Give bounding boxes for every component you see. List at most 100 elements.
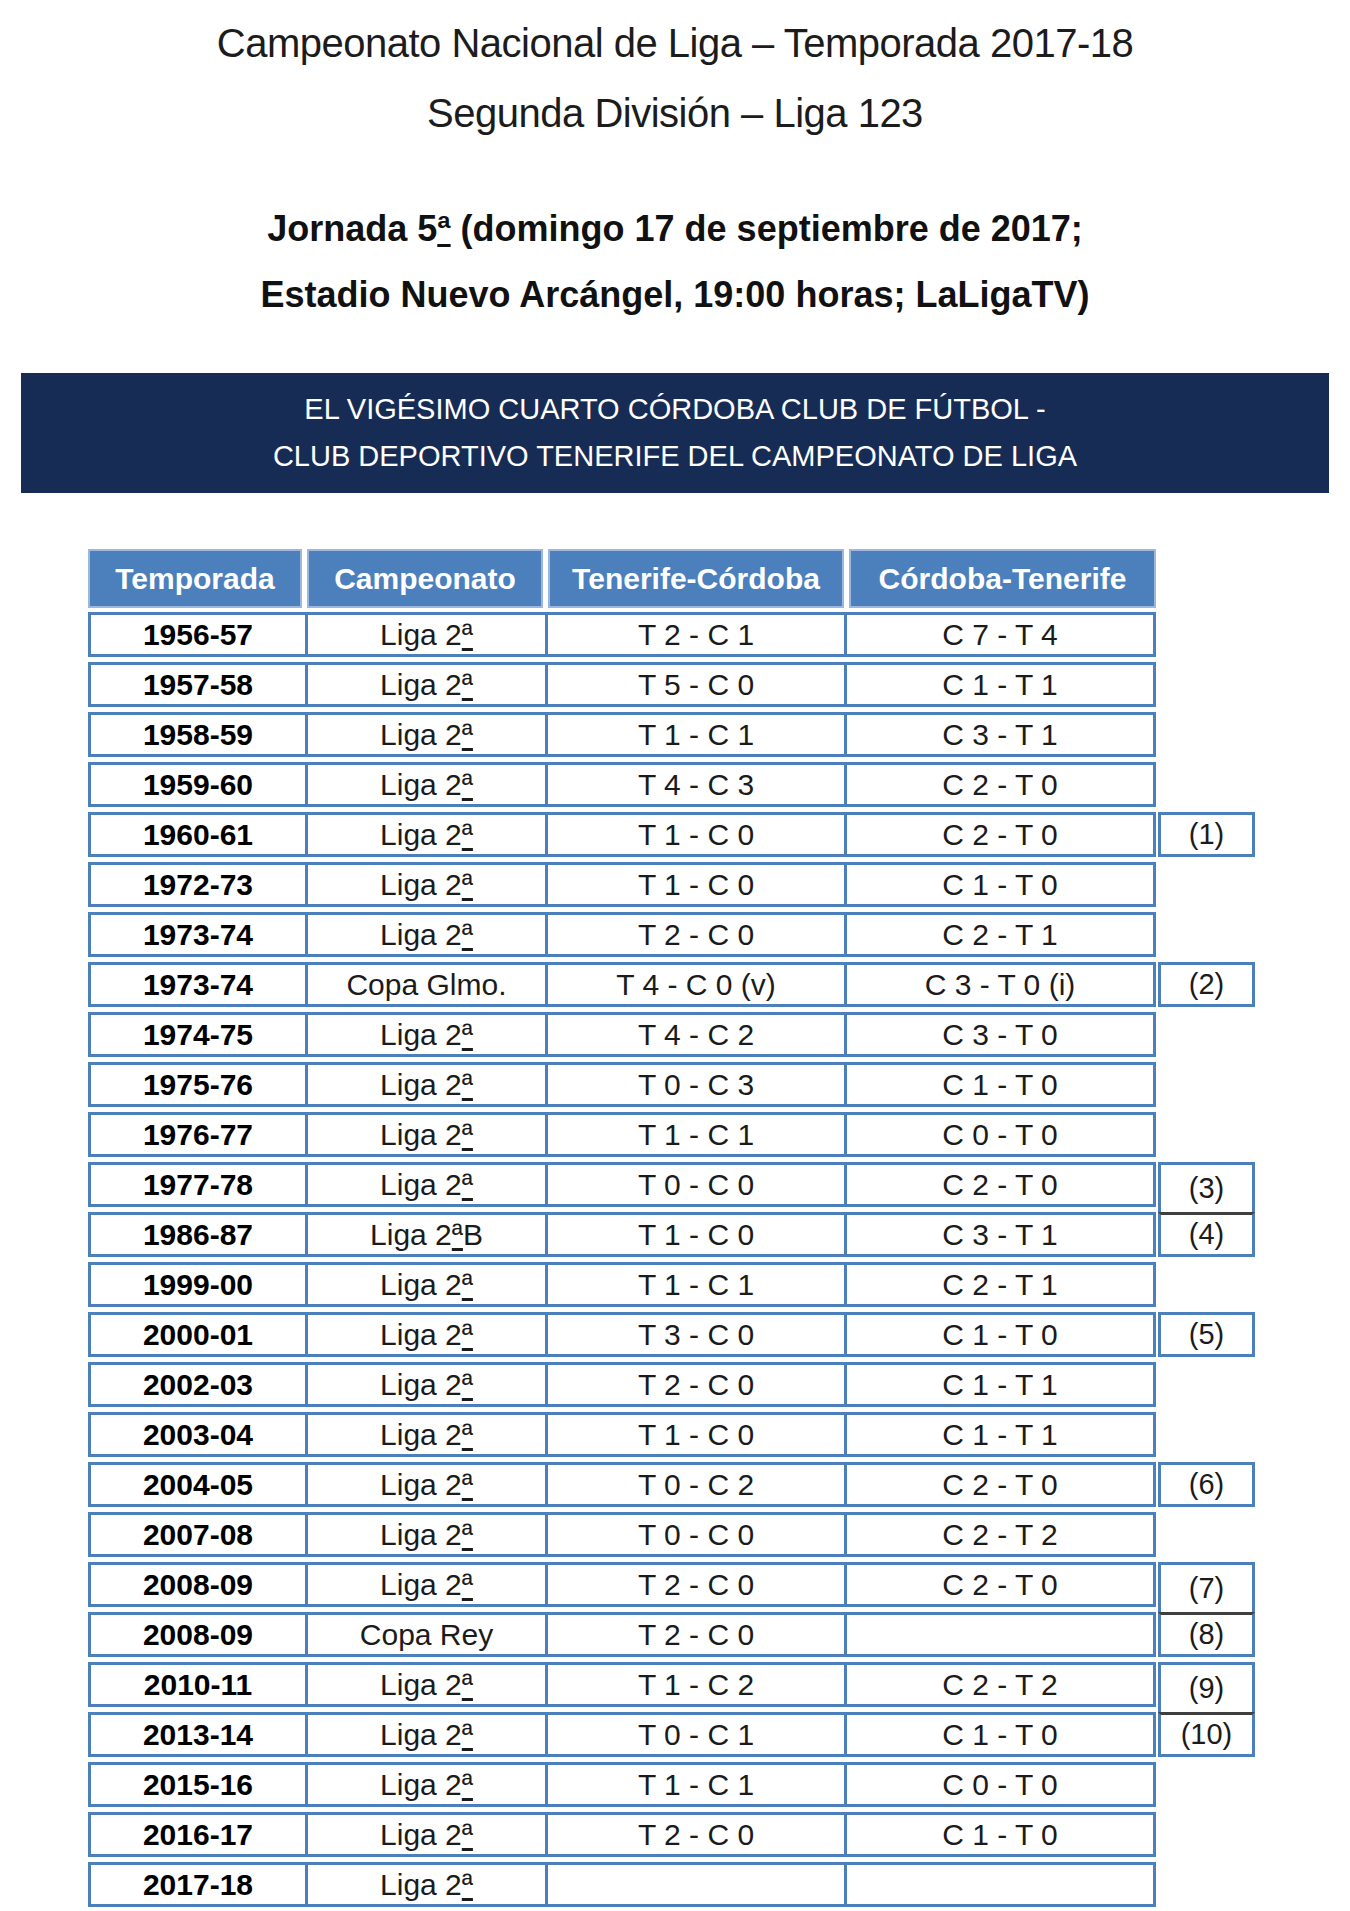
temporada-cell: 1976-77 [91, 1115, 305, 1154]
column-header-c-rdoba-tenerife: Córdoba-Tenerife [849, 549, 1156, 608]
table-row: 2016-17Liga 2ªT 2 - C 0C 1 - T 0 [88, 1812, 1156, 1857]
tenerife-cordoba-cell [545, 1865, 844, 1904]
temporada-cell: 2013-14 [91, 1715, 305, 1754]
tenerife-cordoba-cell: T 2 - C 0 [545, 1565, 844, 1604]
tenerife-cordoba-cell: T 1 - C 1 [545, 1765, 844, 1804]
cordoba-tenerife-cell: C 2 - T 0 [844, 1465, 1153, 1504]
cordoba-tenerife-cell: C 1 - T 1 [844, 1365, 1153, 1404]
campeonato-cell: Liga 2ª [305, 1565, 545, 1604]
campeonato-cell: Liga 2ª [305, 1515, 545, 1554]
footnote-marker-cell: (2) [1158, 962, 1255, 1007]
document-title: Campeonato Nacional de Liga – Temporada … [0, 8, 1350, 148]
footnote-marker-cell: (10) [1158, 1712, 1255, 1757]
tenerife-cordoba-cell: T 1 - C 1 [545, 1265, 844, 1304]
temporada-cell: 2000-01 [91, 1315, 305, 1354]
ordinal-indicator: ª [462, 1068, 473, 1102]
ordinal-indicator: ª [462, 1718, 473, 1752]
ordinal-indicator: ª [462, 768, 473, 802]
campeonato-cell: Liga 2ª [305, 1765, 545, 1804]
tenerife-cordoba-cell: T 0 - C 1 [545, 1715, 844, 1754]
table-header-row: TemporadaCampeonatoTenerife-CórdobaCórdo… [88, 549, 1156, 608]
table-row: 2013-14Liga 2ªT 0 - C 1C 1 - T 0(10) [88, 1712, 1156, 1757]
cordoba-tenerife-cell: C 2 - T 0 [844, 1165, 1153, 1204]
ordinal-indicator: ª [462, 1368, 473, 1402]
table-row: 2015-16Liga 2ªT 1 - C 1C 0 - T 0 [88, 1762, 1156, 1807]
column-header-campeonato: Campeonato [307, 549, 543, 608]
table-row: 1973-74Liga 2ªT 2 - C 0C 2 - T 1 [88, 912, 1156, 957]
tenerife-cordoba-cell: T 2 - C 0 [545, 915, 844, 954]
column-header-tenerife-c-rdoba: Tenerife-Córdoba [548, 549, 844, 608]
cordoba-tenerife-cell: C 1 - T 0 [844, 865, 1153, 904]
table-row: 1956-57Liga 2ªT 2 - C 1C 7 - T 4 [88, 612, 1156, 657]
temporada-cell: 1973-74 [91, 915, 305, 954]
tenerife-cordoba-cell: T 0 - C 0 [545, 1515, 844, 1554]
tenerife-cordoba-cell: T 1 - C 2 [545, 1665, 844, 1704]
table-row: 1999-00Liga 2ªT 1 - C 1C 2 - T 1 [88, 1262, 1156, 1307]
ordinal-indicator: ª [452, 1218, 463, 1252]
campeonato-cell: Copa Rey [305, 1615, 545, 1654]
ordinal-indicator: ª [437, 208, 450, 249]
temporada-cell: 1977-78 [91, 1165, 305, 1204]
footnote-marker-cell: (4) [1158, 1212, 1255, 1257]
temporada-cell: 2007-08 [91, 1515, 305, 1554]
tenerife-cordoba-cell: T 2 - C 1 [545, 615, 844, 654]
banner-line-1: EL VIGÉSIMO CUARTO CÓRDOBA CLUB DE FÚTBO… [21, 386, 1329, 433]
temporada-cell: 2016-17 [91, 1815, 305, 1854]
headline-banner: EL VIGÉSIMO CUARTO CÓRDOBA CLUB DE FÚTBO… [21, 373, 1329, 493]
table-row: 2002-03Liga 2ªT 2 - C 0C 1 - T 1 [88, 1362, 1156, 1407]
ordinal-indicator: ª [462, 668, 473, 702]
tenerife-cordoba-cell: T 4 - C 2 [545, 1015, 844, 1054]
temporada-cell: 2002-03 [91, 1365, 305, 1404]
campeonato-cell: Liga 2ª [305, 715, 545, 754]
table-row: 1973-74Copa Glmo.T 4 - C 0 (v)C 3 - T 0 … [88, 962, 1156, 1007]
cordoba-tenerife-cell: C 2 - T 1 [844, 1265, 1153, 1304]
table-row: 2000-01Liga 2ªT 3 - C 0C 1 - T 0(5) [88, 1312, 1156, 1357]
ordinal-indicator: ª [462, 618, 473, 652]
table-row: 1959-60Liga 2ªT 4 - C 3C 2 - T 0 [88, 762, 1156, 807]
tenerife-cordoba-cell: T 1 - C 1 [545, 1115, 844, 1154]
cordoba-tenerife-cell: C 2 - T 0 [844, 1565, 1153, 1604]
tenerife-cordoba-cell: T 2 - C 0 [545, 1365, 844, 1404]
cordoba-tenerife-cell: C 1 - T 0 [844, 1715, 1153, 1754]
campeonato-cell: Liga 2ª [305, 1665, 545, 1704]
table-row: 1975-76Liga 2ªT 0 - C 3C 1 - T 0 [88, 1062, 1156, 1107]
ordinal-indicator: ª [462, 718, 473, 752]
ordinal-indicator: ª [462, 1768, 473, 1802]
temporada-cell: 1958-59 [91, 715, 305, 754]
ordinal-indicator: ª [462, 1418, 473, 1452]
ordinal-indicator: ª [462, 1468, 473, 1502]
campeonato-cell: Liga 2ª [305, 1165, 545, 1204]
temporada-cell: 2010-11 [91, 1665, 305, 1704]
subtitle-line-2: Estadio Nuevo Arcángel, 19:00 horas; LaL… [0, 262, 1350, 328]
cordoba-tenerife-cell [844, 1615, 1153, 1654]
campeonato-cell: Liga 2ª [305, 915, 545, 954]
ordinal-indicator: ª [462, 1168, 473, 1202]
tenerife-cordoba-cell: T 0 - C 3 [545, 1065, 844, 1104]
ordinal-indicator: ª [462, 1868, 473, 1902]
footnote-marker-cell: (8) [1158, 1612, 1255, 1657]
table-row: 2008-09Liga 2ªT 2 - C 0C 2 - T 0(7) [88, 1562, 1156, 1607]
campeonato-cell: Liga 2ª [305, 1265, 545, 1304]
footnote-marker-cell: (9) [1158, 1662, 1255, 1712]
cordoba-tenerife-cell: C 1 - T 0 [844, 1065, 1153, 1104]
tenerife-cordoba-cell: T 4 - C 3 [545, 765, 844, 804]
campeonato-cell: Liga 2ª [305, 815, 545, 854]
temporada-cell: 2008-09 [91, 1565, 305, 1604]
temporada-cell: 2003-04 [91, 1415, 305, 1454]
tenerife-cordoba-cell: T 1 - C 0 [545, 815, 844, 854]
cordoba-tenerife-cell: C 3 - T 0 (i) [844, 965, 1153, 1004]
cordoba-tenerife-cell: C 2 - T 0 [844, 815, 1153, 854]
title-line-1: Campeonato Nacional de Liga – Temporada … [0, 8, 1350, 78]
campeonato-cell: Liga 2ª [305, 1065, 545, 1104]
cordoba-tenerife-cell: C 3 - T 0 [844, 1015, 1153, 1054]
cordoba-tenerife-cell: C 0 - T 0 [844, 1765, 1153, 1804]
temporada-cell: 1986-87 [91, 1215, 305, 1254]
footnote-marker-cell: (5) [1158, 1312, 1255, 1357]
ordinal-indicator: ª [462, 1568, 473, 1602]
tenerife-cordoba-cell: T 0 - C 2 [545, 1465, 844, 1504]
tenerife-cordoba-cell: T 4 - C 0 (v) [545, 965, 844, 1004]
campeonato-cell: Liga 2ª [305, 1715, 545, 1754]
tenerife-cordoba-cell: T 1 - C 0 [545, 1415, 844, 1454]
temporada-cell: 1956-57 [91, 615, 305, 654]
head-to-head-table: TemporadaCampeonatoTenerife-CórdobaCórdo… [88, 549, 1156, 1911]
